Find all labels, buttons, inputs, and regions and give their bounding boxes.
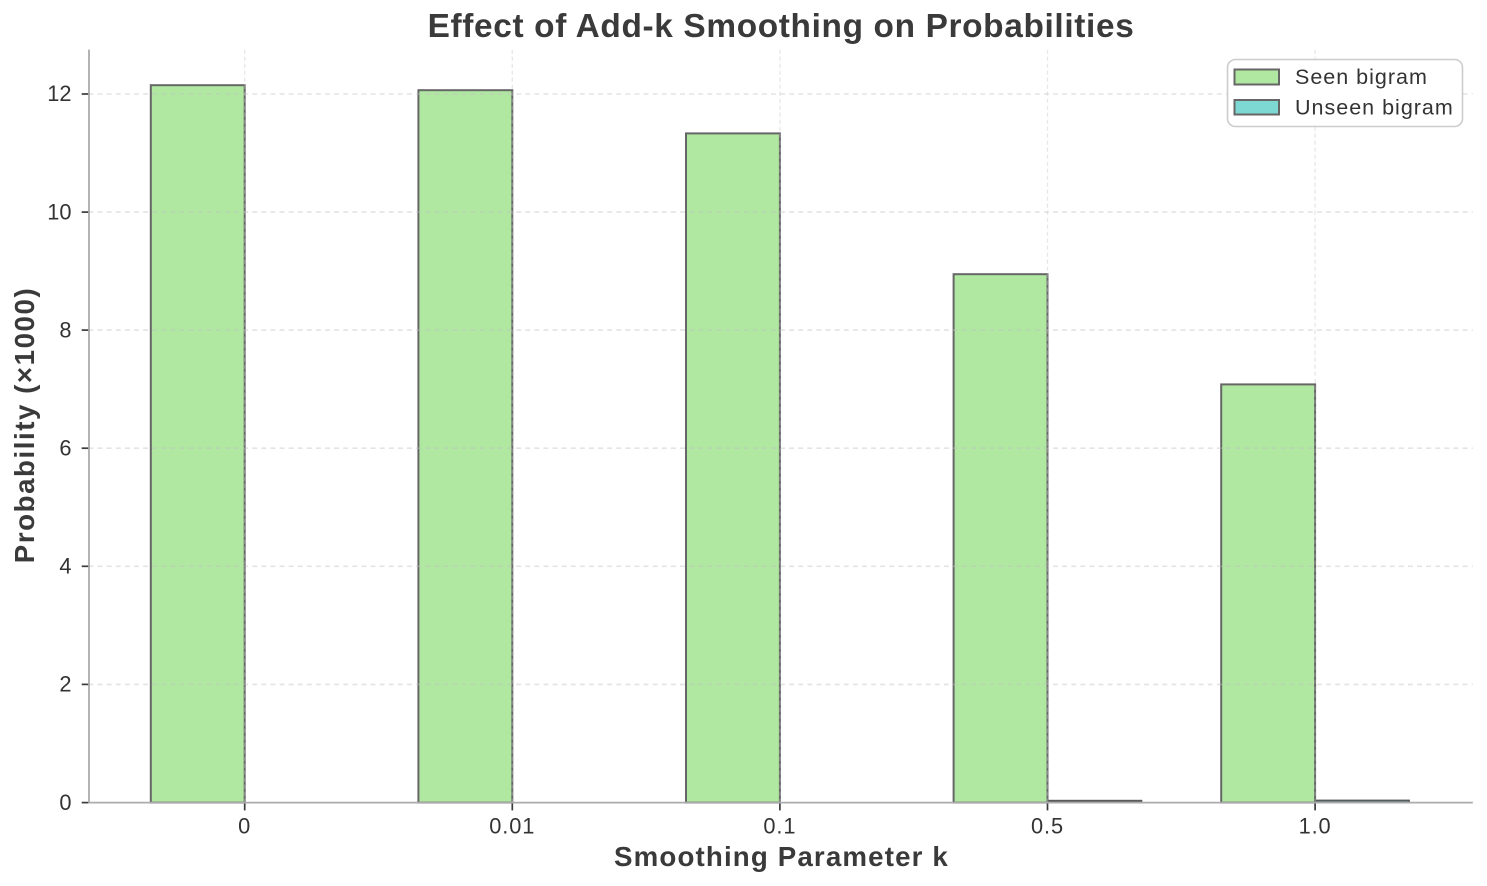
svg-text:0.01: 0.01 [489, 813, 535, 838]
svg-text:Seen bigram: Seen bigram [1295, 65, 1428, 89]
svg-text:0.1: 0.1 [763, 813, 796, 838]
svg-text:2: 2 [59, 672, 71, 697]
svg-text:8: 8 [59, 317, 71, 342]
svg-text:4: 4 [59, 554, 71, 579]
svg-text:Effect of Add-k Smoothing on P: Effect of Add-k Smoothing on Probabiliti… [428, 8, 1135, 45]
svg-text:Smoothing Parameter k: Smoothing Parameter k [614, 841, 949, 872]
svg-text:1.0: 1.0 [1299, 813, 1332, 838]
svg-text:0: 0 [238, 813, 251, 838]
svg-text:0: 0 [59, 790, 71, 815]
svg-text:Unseen bigram: Unseen bigram [1295, 95, 1454, 119]
svg-text:0.5: 0.5 [1031, 813, 1064, 838]
svg-text:Probability (×1000): Probability (×1000) [9, 287, 40, 563]
svg-text:12: 12 [47, 81, 71, 106]
svg-text:6: 6 [59, 435, 71, 460]
svg-text:10: 10 [47, 199, 71, 224]
